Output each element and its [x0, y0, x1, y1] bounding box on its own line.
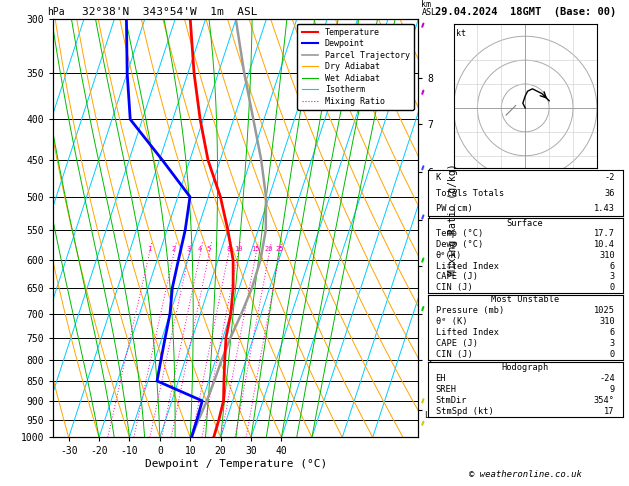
Text: Most Unstable: Most Unstable: [491, 295, 559, 305]
Text: 10: 10: [234, 246, 242, 252]
Text: SREH: SREH: [435, 385, 457, 394]
Text: kt: kt: [457, 29, 466, 37]
Text: Totals Totals: Totals Totals: [435, 189, 504, 198]
Text: 17.7: 17.7: [594, 229, 615, 238]
Text: Temp (°C): Temp (°C): [435, 229, 483, 238]
Text: 32°38'N  343°54'W  1m  ASL: 32°38'N 343°54'W 1m ASL: [82, 7, 258, 17]
Text: 354°: 354°: [594, 396, 615, 405]
Text: LCL: LCL: [424, 412, 439, 420]
Text: 6: 6: [610, 328, 615, 337]
Text: 6: 6: [610, 261, 615, 271]
Text: Lifted Index: Lifted Index: [435, 261, 499, 271]
Text: CAPE (J): CAPE (J): [435, 273, 477, 281]
Text: 2: 2: [172, 246, 176, 252]
Text: 0: 0: [610, 283, 615, 292]
Text: StmSpd (kt): StmSpd (kt): [435, 407, 493, 417]
Text: 10.4: 10.4: [594, 240, 615, 249]
Text: 15: 15: [252, 246, 260, 252]
Text: 4: 4: [198, 246, 203, 252]
Text: 9: 9: [610, 385, 615, 394]
Text: 310: 310: [599, 251, 615, 260]
Text: PW (cm): PW (cm): [435, 204, 472, 213]
Text: -24: -24: [599, 374, 615, 383]
Text: Pressure (mb): Pressure (mb): [435, 306, 504, 315]
Text: 36: 36: [604, 189, 615, 198]
Text: km
ASL: km ASL: [421, 0, 437, 17]
Text: -2: -2: [604, 174, 615, 182]
Text: 1025: 1025: [594, 306, 615, 315]
Text: StmDir: StmDir: [435, 396, 467, 405]
Text: CAPE (J): CAPE (J): [435, 339, 477, 348]
Text: Hodograph: Hodograph: [501, 363, 549, 372]
Text: CIN (J): CIN (J): [435, 350, 472, 359]
Text: 3: 3: [610, 339, 615, 348]
Text: 20: 20: [265, 246, 273, 252]
Text: CIN (J): CIN (J): [435, 283, 472, 292]
Text: θᵉ(K): θᵉ(K): [435, 251, 462, 260]
Text: 1: 1: [147, 246, 152, 252]
Text: 5: 5: [207, 246, 211, 252]
Text: 0: 0: [610, 350, 615, 359]
Text: Dewp (°C): Dewp (°C): [435, 240, 483, 249]
Legend: Temperature, Dewpoint, Parcel Trajectory, Dry Adiabat, Wet Adiabat, Isotherm, Mi: Temperature, Dewpoint, Parcel Trajectory…: [298, 24, 414, 110]
Text: hPa: hPa: [47, 7, 65, 17]
Text: Surface: Surface: [507, 219, 543, 227]
Text: 3: 3: [187, 246, 191, 252]
Text: Mixing Ratio (g/kg): Mixing Ratio (g/kg): [448, 163, 458, 275]
Text: © weatheronline.co.uk: © weatheronline.co.uk: [469, 469, 582, 479]
Text: Lifted Index: Lifted Index: [435, 328, 499, 337]
X-axis label: Dewpoint / Temperature (°C): Dewpoint / Temperature (°C): [145, 459, 327, 469]
Text: 17: 17: [604, 407, 615, 417]
Text: EH: EH: [435, 374, 446, 383]
Text: 8: 8: [226, 246, 231, 252]
Text: 310: 310: [599, 317, 615, 327]
Text: 29.04.2024  18GMT  (Base: 00): 29.04.2024 18GMT (Base: 00): [435, 7, 616, 17]
Text: 25: 25: [275, 246, 284, 252]
Text: θᵉ (K): θᵉ (K): [435, 317, 467, 327]
Text: K: K: [435, 174, 441, 182]
Text: 3: 3: [610, 273, 615, 281]
Text: 1.43: 1.43: [594, 204, 615, 213]
